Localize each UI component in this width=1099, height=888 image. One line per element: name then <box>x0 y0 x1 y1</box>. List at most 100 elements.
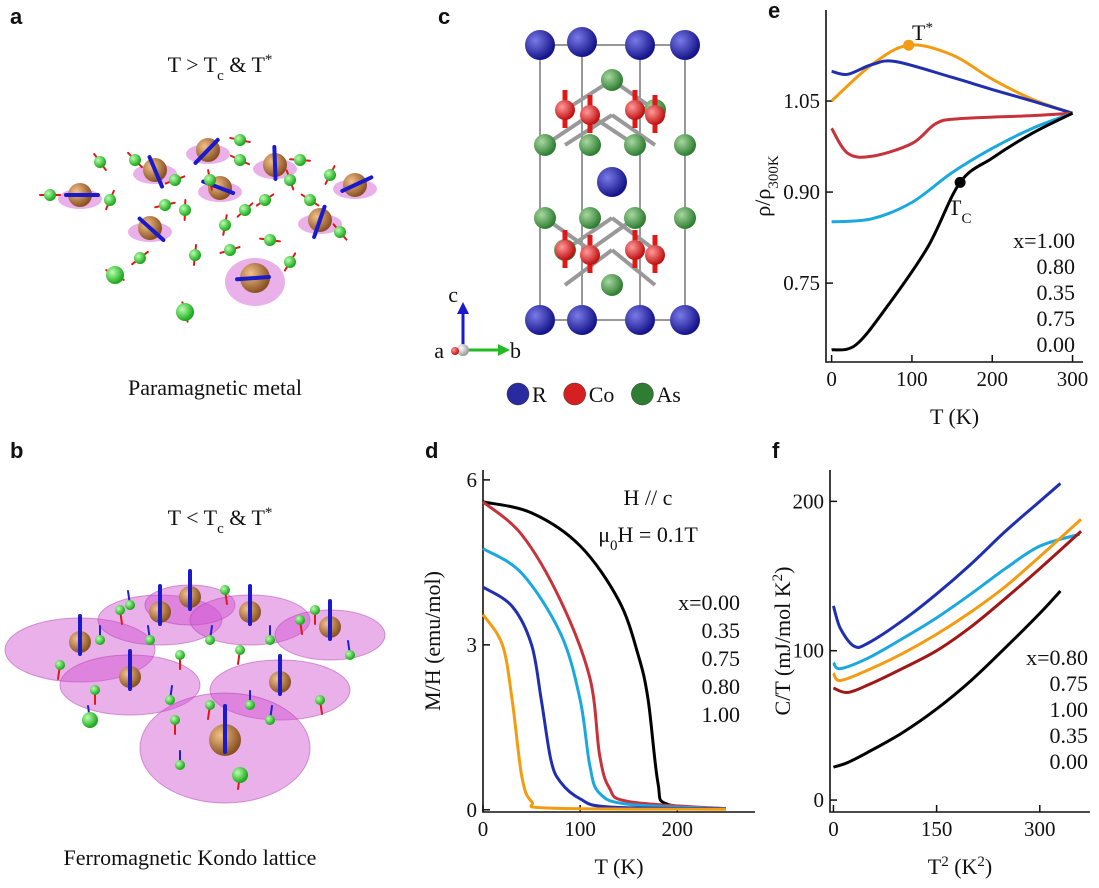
atom <box>219 219 231 231</box>
marker <box>954 176 966 188</box>
x-axis-title: T2 (K2) <box>928 854 993 879</box>
x-tick-label: 0 <box>826 367 837 391</box>
annotation: H // c <box>624 485 673 510</box>
data-line <box>481 613 726 811</box>
y-axis-title: ρ/ρ300K <box>750 155 782 217</box>
legend-label: R <box>532 382 547 407</box>
atom <box>234 134 246 146</box>
atom <box>284 256 296 268</box>
text-part: ) <box>985 854 992 879</box>
text-part: C/T (mJ/mol K <box>770 581 795 715</box>
atom <box>457 344 469 356</box>
atom <box>601 69 623 91</box>
text-part: T <box>912 20 926 45</box>
annotation: T* <box>912 20 933 45</box>
atom <box>601 274 623 296</box>
x-axis-title: T (K) <box>594 854 643 879</box>
x-tick-label: 300 <box>1057 367 1089 391</box>
atom <box>284 174 296 186</box>
data-line <box>482 547 726 811</box>
atom <box>294 154 306 166</box>
legend-label: 0.35 <box>1037 280 1076 305</box>
panel-heading: T > Tc & T* <box>168 52 273 84</box>
atom <box>624 207 646 229</box>
atom <box>259 194 271 206</box>
x-tick-label: 100 <box>564 817 596 841</box>
text-part: T <box>928 854 942 879</box>
text-part: H // c <box>624 485 673 510</box>
data-line <box>830 111 1073 159</box>
atom <box>159 199 171 211</box>
panel-heading: T < Tc & T* <box>168 505 273 537</box>
legend-swatch <box>563 382 586 406</box>
text-part: * <box>265 505 273 521</box>
y-tick-label: 0 <box>814 788 825 812</box>
spin-arrow <box>312 204 327 240</box>
text-part: (K <box>949 854 978 879</box>
atom <box>525 30 555 60</box>
atom <box>451 347 459 355</box>
text-part: μ <box>598 522 610 547</box>
y-tick-label: 200 <box>793 489 825 513</box>
atom <box>670 30 700 60</box>
axis-name: a <box>434 338 444 363</box>
atom <box>235 645 245 655</box>
y-tick-label: 0.90 <box>783 180 820 204</box>
text-part: T > T <box>168 52 218 77</box>
x-tick-label: 0 <box>478 817 489 841</box>
atom <box>95 635 105 645</box>
atom <box>525 305 555 335</box>
data-line <box>482 500 726 811</box>
atom <box>555 240 575 260</box>
atom <box>169 174 181 186</box>
atom <box>176 303 194 321</box>
panel-caption: Paramagnetic metal <box>128 375 302 400</box>
spin-arrow <box>272 145 278 181</box>
atom <box>175 760 185 770</box>
atom <box>295 615 305 625</box>
atom <box>625 100 645 120</box>
arrow-head <box>457 302 469 314</box>
annotation: μ0H = 0.1T <box>598 522 698 554</box>
atom <box>82 712 98 728</box>
atom <box>134 252 146 264</box>
atom <box>205 700 215 710</box>
axis-line <box>829 470 1090 813</box>
legend-label: 0.35 <box>702 618 741 643</box>
legend-label: 1.00 <box>1050 697 1089 722</box>
text-part: & T <box>224 52 266 77</box>
text-part: c <box>217 521 224 537</box>
atom <box>579 207 601 229</box>
x-axis-title: T (K) <box>930 404 979 429</box>
y-tick-label: 3 <box>467 633 478 657</box>
atom <box>264 234 276 246</box>
legend-label: 0.80 <box>1037 254 1076 279</box>
atom <box>245 700 255 710</box>
data-line <box>832 589 1062 769</box>
atom <box>670 305 700 335</box>
marker <box>903 39 915 51</box>
atom <box>580 245 600 265</box>
atom <box>265 635 275 645</box>
atom <box>597 167 627 197</box>
atom <box>232 767 248 783</box>
legend-label: 0.75 <box>1050 671 1089 696</box>
atom <box>129 154 141 166</box>
atom <box>239 204 251 216</box>
legend-swatch <box>506 382 530 406</box>
atom <box>205 635 215 645</box>
panel-label: e <box>768 0 780 23</box>
text-part: 0 <box>610 538 618 554</box>
atom <box>175 650 185 660</box>
atom <box>265 715 275 725</box>
x-tick-label: 150 <box>921 817 953 841</box>
legend-label: 0.75 <box>702 646 741 671</box>
atom <box>534 134 556 156</box>
arrow-head <box>498 344 510 356</box>
y-axis-title: M/H (emu/mol) <box>420 571 445 711</box>
atom <box>94 156 106 168</box>
data-line <box>831 482 1062 649</box>
legend-label: As <box>656 382 680 407</box>
x-tick-label: 200 <box>976 367 1008 391</box>
